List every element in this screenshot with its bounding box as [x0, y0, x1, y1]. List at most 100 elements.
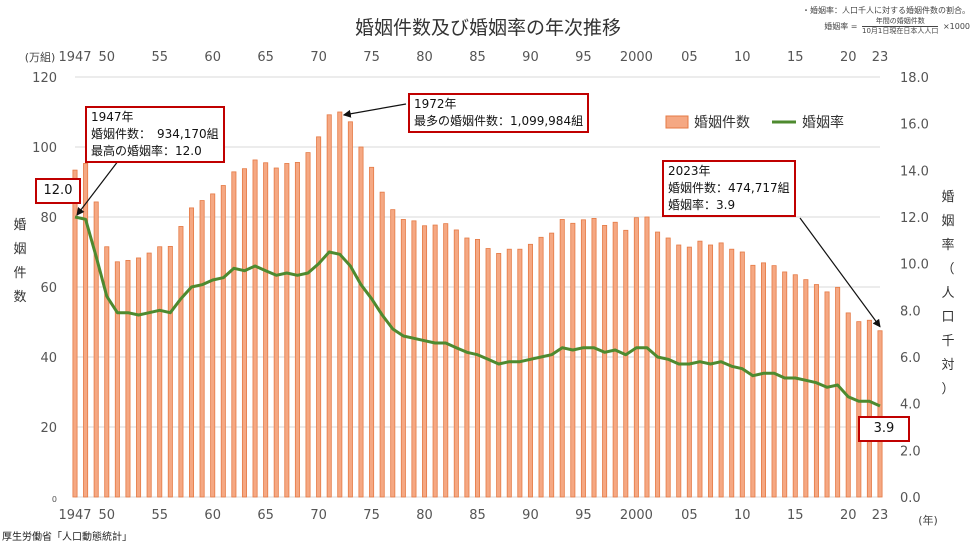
bar	[527, 243, 533, 498]
bar	[665, 237, 671, 498]
axis-label-char: 千	[941, 334, 955, 349]
top-tick-label: 1947	[58, 50, 91, 65]
right-tick-label: 6.0	[900, 351, 921, 366]
bar	[612, 221, 618, 498]
top-tick-label: 20	[840, 50, 857, 65]
right-tick-label: 0.0	[900, 491, 921, 506]
x-axis-unit: (年)	[918, 513, 938, 527]
bar	[379, 191, 385, 498]
formula-denominator: 10月1日現在日本人人口	[862, 27, 939, 35]
bar	[506, 248, 512, 498]
top-tick-label: 70	[310, 50, 327, 65]
right-tick-label: 4.0	[900, 398, 921, 413]
bar	[358, 146, 364, 498]
bottom-tick-label: 65	[257, 508, 274, 523]
bar	[496, 252, 502, 498]
note-formula: 婚姻率 = 年間の婚姻件数 10月1日現在日本人人口 ×1000	[802, 17, 970, 36]
bar	[602, 224, 608, 498]
top-tick-label: 65	[257, 50, 274, 65]
arrow-1972	[342, 103, 407, 118]
bar	[104, 246, 110, 498]
bar	[390, 209, 396, 498]
bar	[718, 242, 724, 498]
legend: 婚姻件数 婚姻率	[665, 114, 844, 131]
top-tick-label: 95	[575, 50, 592, 65]
bar	[474, 238, 480, 498]
bottom-tick-label: 10	[734, 508, 751, 523]
bar	[676, 244, 682, 498]
top-tick-label: 60	[204, 50, 221, 65]
right-tick-label: 10.0	[900, 258, 929, 273]
bottom-tick-label: 2000	[620, 508, 653, 523]
bar	[263, 162, 269, 498]
bar	[570, 222, 576, 498]
top-tick-label: 50	[99, 50, 116, 65]
badge-first-rate: 12.0	[35, 178, 81, 204]
bar	[316, 136, 322, 498]
bar	[655, 231, 661, 498]
bar	[93, 201, 99, 498]
bottom-tick-label: 75	[363, 508, 380, 523]
bar	[792, 274, 798, 498]
bar	[125, 259, 131, 498]
note-line: ・婚姻率：人口千人に対する婚姻件数の割合。	[802, 6, 970, 15]
legend-bar-label: 婚姻件数	[694, 115, 750, 131]
rate-definition-note: ・婚姻率：人口千人に対する婚姻件数の割合。 婚姻率 = 年間の婚姻件数 10月1…	[802, 4, 970, 36]
bottom-tick-label: 60	[204, 508, 221, 523]
axis-label-char: 対	[941, 358, 955, 373]
right-tick-label: 18.0	[900, 71, 929, 86]
bar	[241, 168, 247, 498]
formula-rhs: ×1000	[942, 22, 970, 31]
callout-2023-year: 2023年	[668, 164, 711, 178]
bar	[72, 169, 78, 498]
bar	[411, 220, 417, 498]
top-tick-label: 2000	[620, 50, 653, 65]
bar	[782, 271, 788, 498]
bar	[559, 219, 565, 498]
top-tick-label: 05	[681, 50, 698, 65]
callout-1972: 1972年 最多の婚姻件数：1,099,984組	[408, 93, 590, 133]
bar	[114, 261, 120, 498]
bar	[517, 248, 523, 498]
bar	[210, 193, 216, 498]
right-tick-label: 12.0	[900, 211, 929, 226]
right-tick-label: 2.0	[900, 444, 921, 459]
arrow-2023	[799, 217, 881, 328]
legend-bar-swatch	[665, 115, 689, 129]
bar	[464, 237, 470, 498]
bottom-tick-label: 50	[99, 508, 116, 523]
left-tick-label: 60	[40, 281, 57, 296]
bottom-tick-label: 95	[575, 508, 592, 523]
bar	[231, 171, 237, 498]
left-tick-label: 40	[40, 351, 57, 366]
bar	[453, 229, 459, 498]
left-tick-label: 20	[40, 421, 57, 436]
bar	[697, 240, 703, 498]
callout-1972-count: 最多の婚姻件数：1,099,984組	[414, 114, 584, 128]
bar	[220, 185, 226, 498]
callout-1947-count: 婚姻件数： 934,170組	[91, 127, 219, 141]
bar	[485, 248, 491, 498]
axis-label-char: 婚	[13, 218, 27, 233]
bar	[136, 257, 142, 498]
bottom-tick-label: 70	[310, 508, 327, 523]
right-tick-label: 16.0	[900, 118, 929, 133]
bar	[845, 312, 851, 498]
top-tick-label: 85	[469, 50, 486, 65]
top-tick-label: 15	[787, 50, 804, 65]
axis-label-char: （	[941, 262, 955, 277]
bottom-tick-label: 15	[787, 508, 804, 523]
bar	[199, 200, 205, 498]
bar	[813, 284, 819, 498]
axis-label-char: 率	[941, 238, 955, 253]
bar	[760, 262, 766, 498]
callout-1947: 1947年 婚姻件数： 934,170組 最高の婚姻率：12.0	[85, 106, 225, 163]
bar	[739, 251, 745, 498]
bar	[580, 219, 586, 498]
bar	[729, 248, 735, 498]
left-tick-label: 100	[32, 141, 57, 156]
axis-label-char: 人	[941, 286, 955, 301]
bar	[326, 114, 332, 498]
callout-1972-year: 1972年	[414, 97, 457, 111]
